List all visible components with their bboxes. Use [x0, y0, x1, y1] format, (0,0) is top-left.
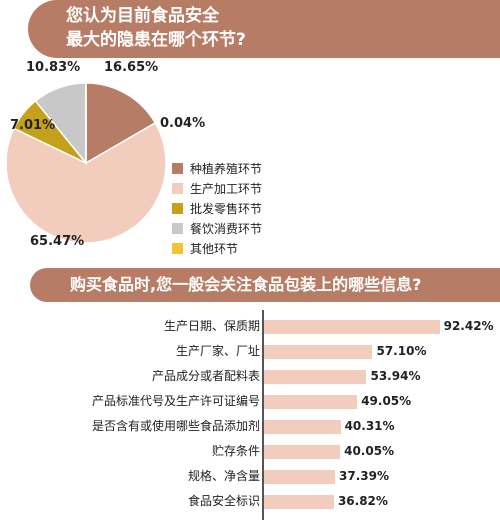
bar-value-label-1: 57.10%: [376, 344, 427, 358]
bar-value-label-3: 49.05%: [361, 394, 412, 408]
bar-value-label-7: 36.82%: [337, 494, 388, 508]
bar-category-label: 生产厂家、厂址: [175, 344, 260, 358]
bar-category-label: 食品安全标识: [187, 494, 260, 508]
bar-category-label: 产品成分或者配料表: [151, 369, 260, 383]
bar-category-label: 规格、净含量: [187, 469, 260, 483]
pie-title-banner: 您认为目前食品安全 最大的隐患在哪个环节?: [28, 0, 500, 58]
bar-row: 规格、净含量 37.39%: [0, 464, 500, 488]
legend-label: 其他环节: [190, 242, 239, 256]
bar-category-label: 贮存条件: [211, 444, 260, 458]
bar-row: 产品成分或者配料表 53.94%: [0, 364, 500, 388]
pie-label-slice-3: 10.83%: [26, 60, 81, 75]
bar-2: [264, 370, 367, 384]
pie-slice-0: [85, 82, 157, 165]
pie-title-line-2: 最大的隐患在哪个环节?: [66, 30, 246, 50]
bar-value-label-0: 92.42%: [443, 319, 494, 333]
bar-chart-title: 购买食品时,您一般会关注食品包装上的哪些信息?: [70, 275, 422, 294]
pie-label-slice-4: 0.04%: [160, 116, 206, 131]
legend-label: 生产加工环节: [190, 182, 263, 196]
bar-category-label: 是否含有或使用哪些食品添加剂: [91, 419, 260, 433]
bar-value-label-2: 53.94%: [370, 369, 421, 383]
bar-1: [264, 345, 373, 359]
bar-chart: 生产日期、保质期 92.42% 生产厂家、厂址 57.10% 产品成分或者配料表…: [0, 310, 500, 525]
legend-swatch-2: [172, 203, 183, 214]
bar-4: [264, 420, 341, 434]
legend-swatch-0: [172, 163, 183, 174]
pie-label-slice-2: 7.01%: [10, 118, 56, 133]
bar-value-label-4: 40.31%: [344, 419, 395, 433]
bar-row: 产品标准代号及生产许可证编号 49.05%: [0, 389, 500, 413]
legend-label: 餐饮消费环节: [190, 222, 263, 236]
legend-swatch-1: [172, 183, 183, 194]
legend-label: 种植养殖环节: [190, 162, 263, 176]
bar-0: [264, 320, 440, 334]
bar-axis-line: [262, 310, 264, 520]
bar-value-label-6: 37.39%: [339, 469, 390, 483]
bar-6: [264, 470, 336, 484]
legend-label: 批发零售环节: [190, 202, 263, 216]
bar-category-label: 生产日期、保质期: [163, 319, 260, 333]
pie-title-line-1: 您认为目前食品安全: [66, 6, 219, 26]
legend-swatch-3: [172, 223, 183, 234]
pie-chart: [5, 82, 167, 244]
bar-5: [264, 445, 341, 459]
bar-row: 生产厂家、厂址 57.10%: [0, 339, 500, 363]
bar-3: [264, 395, 358, 409]
bar-category-label: 产品标准代号及生产许可证编号: [91, 394, 260, 408]
bar-value-label-5: 40.05%: [344, 444, 395, 458]
pie-slice-1: [5, 121, 167, 244]
bar-7: [264, 495, 334, 509]
bar-row: 食品安全标识 36.82%: [0, 489, 500, 513]
bar-row: 生产日期、保质期 92.42%: [0, 314, 500, 338]
legend-swatch-4: [172, 243, 183, 254]
bar-row: 是否含有或使用哪些食品添加剂 40.31%: [0, 414, 500, 438]
pie-label-slice-0: 16.65%: [104, 60, 159, 75]
bar-title-banner: 购买食品时,您一般会关注食品包装上的哪些信息?: [30, 268, 500, 302]
pie-label-slice-1: 65.47%: [30, 234, 85, 249]
bar-row: 贮存条件 40.05%: [0, 439, 500, 463]
